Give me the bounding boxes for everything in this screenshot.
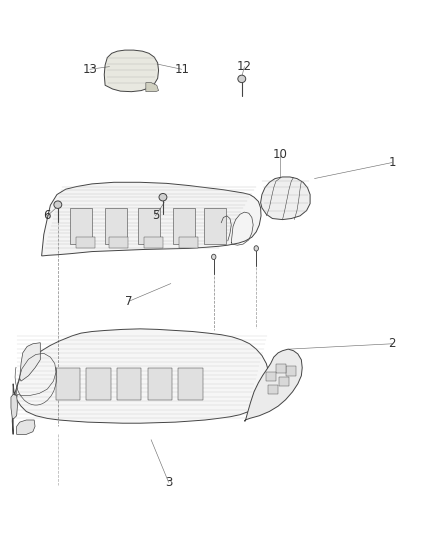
- Text: 6: 6: [43, 209, 51, 222]
- Text: 7: 7: [125, 295, 133, 308]
- Bar: [286, 366, 296, 376]
- Polygon shape: [11, 394, 18, 418]
- Bar: [276, 364, 286, 373]
- Polygon shape: [42, 182, 261, 256]
- Polygon shape: [86, 368, 111, 400]
- Polygon shape: [178, 368, 203, 400]
- Polygon shape: [244, 349, 302, 421]
- Ellipse shape: [238, 75, 246, 83]
- Polygon shape: [117, 368, 141, 400]
- Text: 12: 12: [237, 60, 252, 73]
- Polygon shape: [261, 177, 310, 220]
- Polygon shape: [17, 420, 35, 434]
- Polygon shape: [70, 208, 92, 244]
- Ellipse shape: [159, 193, 167, 201]
- Text: 5: 5: [152, 209, 159, 222]
- Bar: [268, 385, 278, 394]
- Polygon shape: [56, 368, 80, 400]
- Polygon shape: [104, 50, 159, 92]
- Ellipse shape: [212, 254, 216, 260]
- Bar: [279, 377, 289, 386]
- Text: 13: 13: [82, 63, 97, 76]
- Text: 1: 1: [388, 156, 396, 169]
- Polygon shape: [144, 237, 163, 248]
- Polygon shape: [148, 368, 172, 400]
- Polygon shape: [109, 237, 128, 248]
- Bar: [266, 372, 276, 381]
- Polygon shape: [146, 83, 159, 92]
- Polygon shape: [12, 329, 269, 434]
- Polygon shape: [173, 208, 195, 244]
- Polygon shape: [179, 237, 198, 248]
- Text: 3: 3: [165, 476, 172, 489]
- Text: 2: 2: [388, 337, 396, 350]
- Text: 10: 10: [273, 148, 288, 161]
- Polygon shape: [138, 208, 160, 244]
- Text: 11: 11: [174, 63, 189, 76]
- Ellipse shape: [54, 201, 62, 208]
- Polygon shape: [204, 208, 226, 244]
- Polygon shape: [105, 208, 127, 244]
- Polygon shape: [76, 237, 95, 248]
- Polygon shape: [20, 343, 40, 381]
- Ellipse shape: [254, 246, 258, 251]
